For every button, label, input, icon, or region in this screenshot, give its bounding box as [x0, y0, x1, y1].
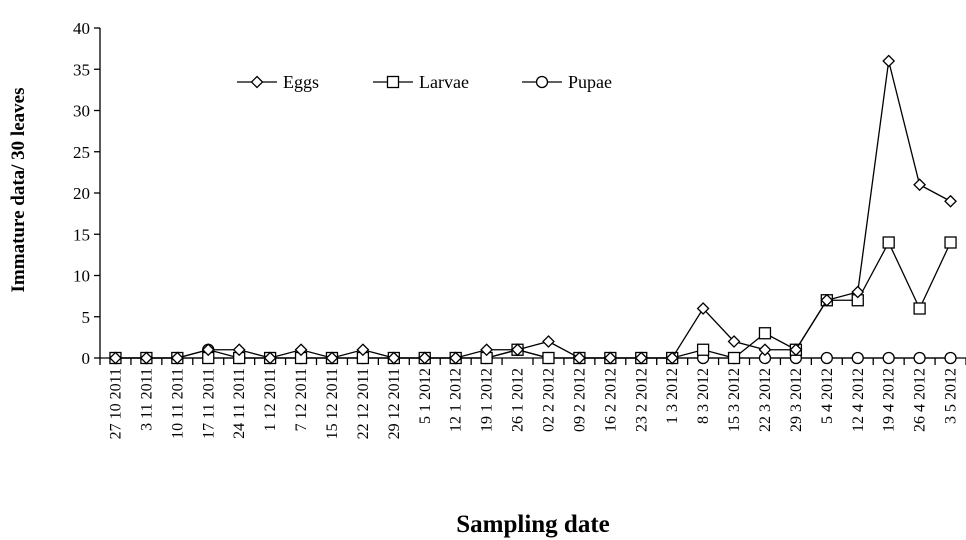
eggs-point: [418, 351, 432, 365]
x-tick-label: 1 3 2012: [664, 368, 681, 424]
eggs-point: [758, 343, 772, 357]
legend-marker-larvae: [386, 75, 400, 89]
x-tick-label: 17 11 2011: [200, 368, 217, 439]
pupae-point: [851, 351, 864, 365]
larvae-point: [727, 351, 741, 365]
y-tick-label: 30: [73, 102, 90, 121]
larvae-point: [913, 302, 926, 315]
y-axis-label: Immature data/ 30 leaves: [8, 88, 29, 293]
x-tick-label: 26 4 2012: [912, 368, 929, 432]
x-tick-label: 24 11 2011: [231, 368, 248, 439]
eggs-point: [913, 178, 927, 192]
eggs-point: [789, 343, 803, 357]
y-tick-label: 25: [73, 143, 90, 162]
x-tick-label: 12 1 2012: [448, 368, 465, 432]
x-tick-label: 19 1 2012: [479, 368, 496, 432]
x-tick-label: 23 2 2012: [633, 368, 650, 432]
x-tick-label: 15 3 2012: [726, 368, 743, 432]
legend-marker-pupae: [535, 75, 549, 89]
x-tick-label: 7 12 2011: [293, 368, 310, 431]
eggs-point: [603, 351, 617, 365]
eggs-point: [634, 351, 648, 365]
x-tick-label: 16 2 2012: [602, 368, 619, 432]
legend-item-larvae: Larvae: [373, 72, 469, 92]
x-tick-label: 02 2 2012: [540, 368, 557, 432]
x-tick-label: 26 1 2012: [510, 368, 527, 432]
eggs-point: [201, 343, 215, 357]
eggs-point: [944, 194, 957, 208]
larvae-point: [542, 351, 555, 365]
eggs-point: [882, 54, 896, 68]
eggs-point: [387, 351, 401, 365]
y-tick-label: 5: [82, 308, 91, 327]
eggs-point: [356, 343, 370, 357]
eggs-point: [170, 351, 184, 365]
x-tick-label: 5 4 2012: [819, 368, 836, 424]
x-tick-label: 10 11 2011: [169, 368, 186, 439]
eggs-point: [109, 351, 122, 365]
x-tick-label: 22 3 2012: [757, 368, 774, 432]
x-tick-label: 27 10 2011: [107, 368, 124, 439]
larvae-point: [696, 343, 710, 356]
x-tick-label: 29 12 2011: [386, 368, 403, 439]
eggs-point: [232, 343, 246, 357]
legend-label: Pupae: [568, 72, 612, 92]
eggs-point: [851, 285, 865, 299]
x-tick-label: 29 3 2012: [788, 368, 805, 432]
legend-marker-eggs: [250, 75, 264, 89]
y-tick-label: 20: [73, 184, 90, 203]
legend-item-eggs: Eggs: [237, 72, 319, 92]
y-tick-label: 0: [82, 349, 91, 368]
eggs-point: [542, 335, 555, 348]
x-tick-label: 3 5 2012: [943, 368, 960, 424]
series-line-eggs: [115, 60, 951, 359]
larvae-point: [944, 236, 957, 249]
eggs-point: [139, 351, 153, 365]
x-tick-label: 15 12 2011: [324, 368, 341, 439]
legend-label: Larvae: [419, 72, 469, 92]
x-tick-label: 22 12 2011: [355, 368, 372, 439]
x-tick-label: 12 4 2012: [850, 368, 867, 432]
legend-item-pupae: Pupae: [522, 72, 612, 92]
pupae-point: [882, 351, 895, 365]
y-axis: 0 5 10 15 20 25 30 35 40: [73, 19, 101, 368]
y-tick-label: 35: [73, 60, 90, 79]
eggs-point: [511, 343, 524, 357]
x-tick-label: 8 3 2012: [695, 368, 712, 424]
y-tick-label: 10: [73, 267, 90, 286]
x-tick-label: 19 4 2012: [881, 368, 898, 432]
eggs-point: [696, 302, 710, 315]
eggs-point: [325, 351, 339, 365]
series-group: [109, 54, 957, 365]
eggs-point: [449, 351, 463, 365]
eggs-point: [665, 351, 679, 365]
series-eggs: [109, 54, 957, 365]
eggs-point: [820, 293, 834, 307]
x-tick-label: 1 12 2011: [262, 368, 279, 431]
x-tick-label: 09 2 2012: [571, 368, 588, 432]
eggs-point: [572, 351, 586, 365]
eggs-point: [263, 351, 277, 365]
y-tick-label: 40: [73, 19, 90, 38]
eggs-point: [480, 343, 494, 357]
larvae-point: [882, 236, 895, 249]
x-tick-label: 3 11 2011: [138, 368, 155, 431]
eggs-point: [294, 343, 308, 357]
legend: Eggs Larvae Pupae: [237, 72, 612, 92]
pupae-point: [944, 351, 957, 365]
larvae-point: [758, 327, 772, 340]
pupae-point: [913, 351, 926, 365]
pupae-point: [820, 351, 833, 365]
eggs-point: [727, 335, 741, 348]
legend-label: Eggs: [283, 72, 319, 92]
x-axis: 27 10 2011 3 11 2011 10 11 2011 17 11 2011 2…: [99, 357, 966, 439]
x-tick-label: 5 1 2012: [417, 368, 434, 424]
y-tick-label: 15: [73, 225, 90, 244]
x-axis-label: Sampling date: [456, 511, 610, 538]
